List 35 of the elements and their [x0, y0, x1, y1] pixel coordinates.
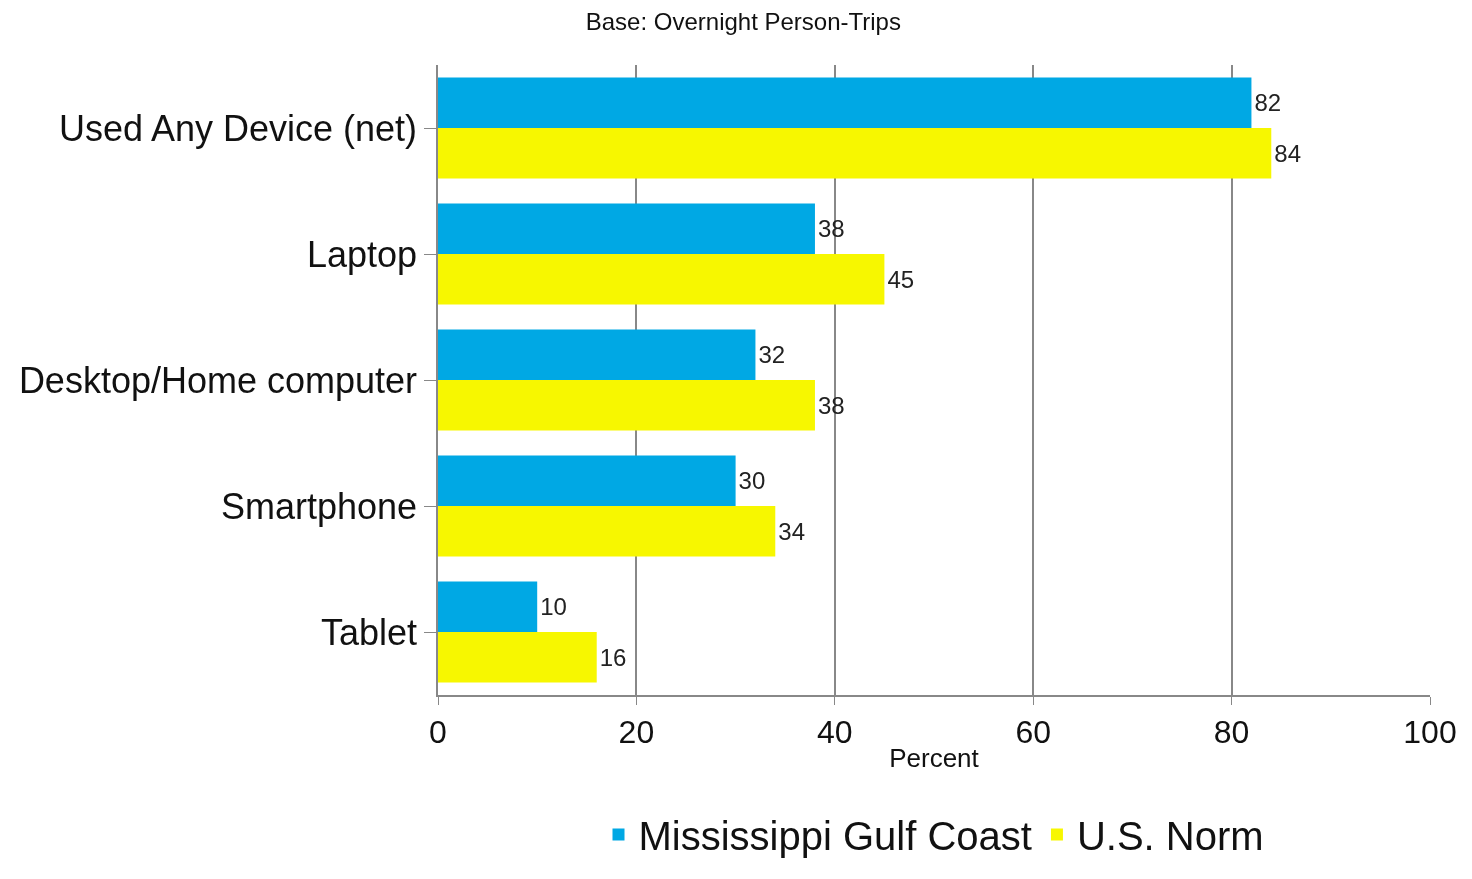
x-tick-label: 80 — [1213, 714, 1250, 751]
data-label: 45 — [887, 265, 915, 293]
data-label: 38 — [817, 215, 845, 243]
x-tick-label: 100 — [1403, 714, 1457, 751]
y-tick-label: Laptop — [306, 233, 418, 275]
data-label: 38 — [817, 391, 845, 419]
data-label: 84 — [1274, 139, 1301, 167]
x-tick-label: 40 — [817, 714, 853, 751]
bar — [438, 455, 736, 506]
bar — [438, 632, 597, 683]
legend-label: Mississippi Gulf Coast — [638, 814, 1032, 859]
x-tick-label: 20 — [618, 714, 655, 751]
bar — [438, 380, 815, 431]
bar — [438, 581, 538, 632]
legend-label: U.S. Norm — [1076, 814, 1264, 859]
bar — [438, 203, 815, 254]
bar — [438, 329, 756, 380]
y-tick-label: Smartphone — [220, 485, 418, 527]
data-label: 30 — [738, 467, 766, 495]
y-tick-label: Tablet — [320, 611, 418, 653]
chart-subtitle: Base: Overnight Person-Trips — [585, 7, 901, 35]
bar — [438, 254, 885, 305]
data-label: 10 — [540, 593, 567, 621]
data-label: 34 — [778, 517, 805, 545]
x-tick-label: 60 — [1015, 714, 1051, 751]
data-label: 16 — [599, 643, 627, 671]
bar — [438, 506, 776, 557]
bar — [438, 128, 1272, 179]
data-label: 32 — [758, 341, 786, 369]
y-tick-label: Used Any Device (net) — [58, 107, 418, 149]
bar — [438, 77, 1252, 128]
y-tick-label: Desktop/Home computer — [18, 359, 418, 401]
data-label: 82 — [1254, 89, 1282, 117]
x-axis-title: Percent — [889, 743, 980, 774]
x-tick-label: 0 — [429, 714, 447, 751]
